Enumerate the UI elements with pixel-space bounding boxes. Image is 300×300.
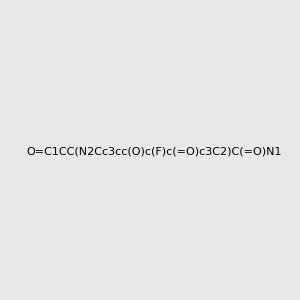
Text: O=C1CC(N2Cc3cc(O)c(F)c(=O)c3C2)C(=O)N1: O=C1CC(N2Cc3cc(O)c(F)c(=O)c3C2)C(=O)N1 (26, 146, 281, 157)
